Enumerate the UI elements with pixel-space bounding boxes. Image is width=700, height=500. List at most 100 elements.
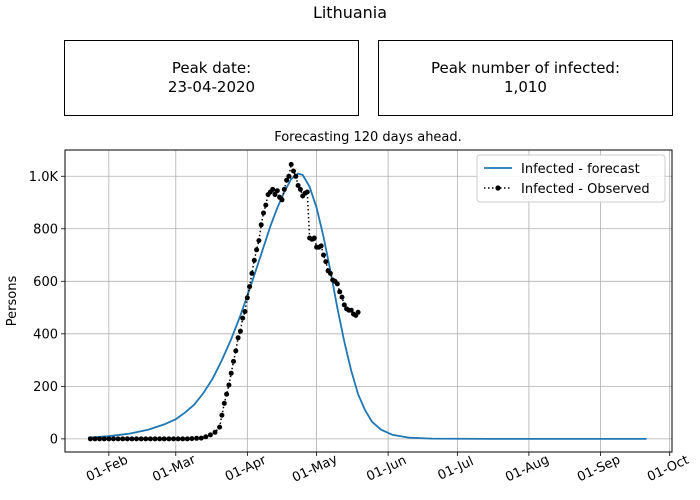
- legend-box: [476, 154, 666, 203]
- x-tick-label: 01-May: [290, 452, 340, 486]
- observed-point: [224, 391, 230, 397]
- observed-point: [237, 328, 243, 334]
- plot-title: Forecasting 120 days ahead.: [274, 130, 462, 145]
- observed-point: [270, 186, 276, 192]
- observed-point: [111, 436, 116, 442]
- observed-point: [293, 173, 299, 179]
- forecast-line: [88, 172, 647, 440]
- observed-point: [348, 307, 354, 313]
- observed-point: [295, 183, 301, 188]
- x-tick-label: 01-Mar: [150, 452, 198, 485]
- observed-point: [138, 436, 144, 442]
- observed-point: [221, 400, 227, 406]
- observed-point: [161, 436, 167, 442]
- observed-point: [334, 281, 340, 287]
- observed-point: [228, 370, 234, 376]
- observed-point: [189, 436, 195, 442]
- observed-point: [207, 432, 213, 438]
- observed-point: [355, 309, 361, 315]
- observed-point: [129, 436, 135, 442]
- observed-point: [87, 436, 93, 442]
- observed-point: [231, 358, 236, 364]
- observed-point: [249, 270, 255, 276]
- observed-point: [157, 436, 163, 442]
- observed-point: [198, 435, 204, 441]
- observed-point: [134, 436, 139, 442]
- figure-title: Lithuania: [312, 3, 388, 22]
- observed-point: [281, 186, 287, 192]
- observed-point: [251, 257, 257, 263]
- observed-point: [284, 177, 290, 183]
- observed-point: [106, 436, 112, 442]
- observed-point: [321, 252, 326, 258]
- observed-point: [311, 235, 317, 241]
- observed-point: [217, 424, 223, 430]
- peak-date-label: Peak date:: [171, 59, 252, 77]
- observed-point: [288, 161, 294, 167]
- observed-point: [97, 436, 103, 442]
- peak-date-value: 23-04-2020: [167, 78, 256, 96]
- observed-line: [90, 161, 359, 440]
- observed-point: [258, 222, 264, 228]
- legend-forecast-label: Infected - forecast: [521, 162, 640, 177]
- observed-point: [101, 436, 107, 442]
- y-tick-label: 0: [50, 432, 58, 447]
- observed-point: [247, 284, 253, 290]
- observed-point: [286, 173, 292, 179]
- observed-point: [166, 436, 172, 442]
- observed-point: [272, 192, 278, 198]
- observed-point: [240, 315, 246, 321]
- observed-point: [318, 243, 324, 249]
- x-tick-label: 01-Jun: [364, 453, 409, 484]
- x-tick-label: 01-Jul: [436, 454, 476, 484]
- x-tick-label: 01-Apr: [223, 453, 269, 485]
- y-axis: 0 200 400 600 800 1.0K: [29, 170, 65, 447]
- observed-point: [279, 197, 285, 203]
- x-tick-label: 01-Sep: [575, 452, 623, 485]
- observed-point: [115, 436, 121, 442]
- observed-point: [194, 435, 200, 441]
- observed-point: [147, 436, 153, 442]
- observed-point: [254, 247, 260, 253]
- observed-point: [341, 302, 347, 308]
- observed-point: [337, 289, 343, 295]
- observed-point: [175, 436, 181, 442]
- y-tick-label: 600: [33, 275, 58, 290]
- observed-point: [244, 295, 250, 301]
- observed-point: [242, 309, 248, 314]
- peak-count-label: Peak number of infected:: [430, 59, 621, 77]
- y-tick-label: 1.0K: [29, 170, 59, 185]
- observed-point: [304, 189, 310, 195]
- observed-point: [297, 186, 303, 192]
- observed-point: [233, 348, 239, 354]
- legend-observed-label: Infected - Observed: [521, 182, 650, 197]
- observed-point: [120, 436, 126, 442]
- series-layer: [87, 161, 647, 442]
- observed-point: [339, 294, 345, 300]
- observed-point: [291, 168, 296, 174]
- observed-point: [212, 429, 218, 435]
- x-tick-label: 01-Aug: [503, 452, 551, 485]
- observed-point: [124, 436, 130, 442]
- peak-date-box: Peak date: 23-04-2020: [64, 40, 359, 116]
- y-tick-label: 400: [33, 327, 58, 342]
- x-tick-label: 01-Feb: [84, 453, 130, 485]
- observed-point: [226, 382, 232, 388]
- observed-point: [171, 436, 176, 442]
- peak-count-value: 1,010: [504, 78, 547, 96]
- x-axis: 01-Feb 01-Mar 01-Apr 01-May 01-Jun 01-Jul 01-A…: [84, 452, 691, 486]
- observed-point: [203, 434, 209, 440]
- observed-point: [261, 210, 266, 216]
- peak-count-box: Peak number of infected: 1,010: [378, 40, 673, 116]
- observed-point: [219, 412, 225, 418]
- observed-point: [323, 259, 329, 265]
- observed-point: [274, 188, 280, 194]
- observed-point: [143, 436, 149, 442]
- y-tick-label: 800: [33, 222, 58, 237]
- observed-point: [92, 436, 98, 442]
- observed-point: [152, 436, 158, 442]
- y-axis-label: Persons: [5, 276, 20, 327]
- legend-observed-marker: [495, 185, 501, 191]
- y-tick-label: 200: [33, 380, 58, 395]
